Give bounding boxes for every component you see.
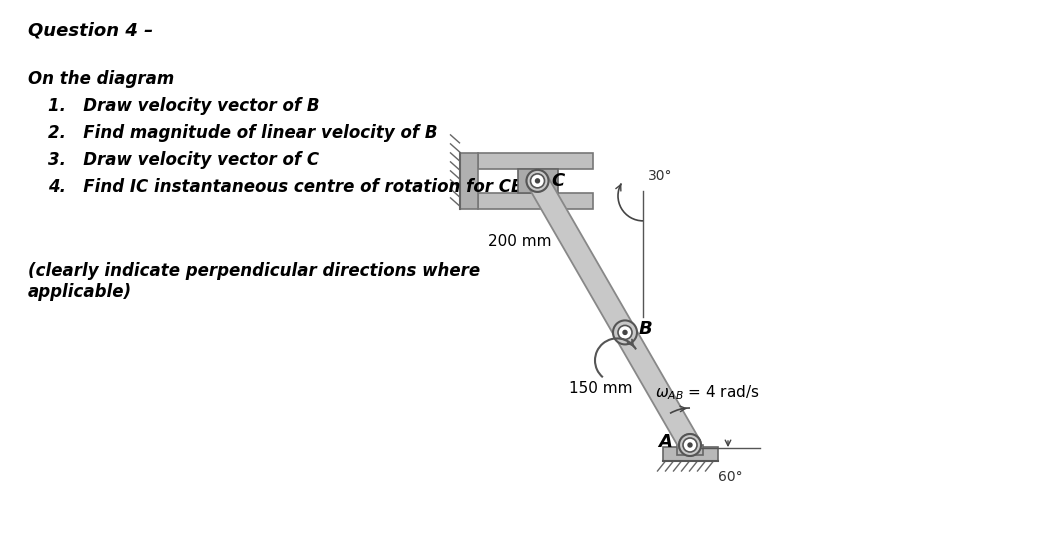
Text: 1.   Draw velocity vector of B: 1. Draw velocity vector of B xyxy=(48,97,319,115)
Circle shape xyxy=(526,170,548,192)
Circle shape xyxy=(614,321,636,343)
Circle shape xyxy=(688,443,692,447)
Circle shape xyxy=(682,438,697,452)
Polygon shape xyxy=(615,327,699,450)
Text: 30°: 30° xyxy=(648,169,672,183)
Text: 4.   Find IC instantaneous centre of rotation for CB: 4. Find IC instantaneous centre of rotat… xyxy=(48,178,524,196)
Text: 200 mm: 200 mm xyxy=(488,234,551,249)
Circle shape xyxy=(613,320,637,345)
Text: On the diagram: On the diagram xyxy=(28,70,174,88)
Text: A: A xyxy=(658,433,672,451)
Text: 60°: 60° xyxy=(718,470,742,484)
Circle shape xyxy=(530,174,545,188)
Text: C: C xyxy=(551,172,565,190)
Bar xyxy=(518,169,558,193)
Text: 150 mm: 150 mm xyxy=(569,381,632,396)
Circle shape xyxy=(623,330,627,334)
Text: 2.   Find magnitude of linear velocity of B: 2. Find magnitude of linear velocity of … xyxy=(48,124,438,142)
Text: 3.   Draw velocity vector of C: 3. Draw velocity vector of C xyxy=(48,151,319,169)
Bar xyxy=(663,447,717,461)
Circle shape xyxy=(679,434,701,456)
Text: (clearly indicate perpendicular directions where
applicable): (clearly indicate perpendicular directio… xyxy=(28,262,480,301)
Circle shape xyxy=(526,170,548,192)
Circle shape xyxy=(614,321,636,343)
Bar xyxy=(478,193,592,209)
Bar xyxy=(478,153,592,169)
Circle shape xyxy=(618,326,632,340)
Text: Question 4 –: Question 4 – xyxy=(28,22,153,40)
Circle shape xyxy=(536,179,540,183)
Text: $\omega_{AB}$ = 4 rad/s: $\omega_{AB}$ = 4 rad/s xyxy=(655,383,759,402)
Bar xyxy=(460,153,478,209)
Bar xyxy=(677,445,704,455)
Polygon shape xyxy=(528,176,634,338)
Text: B: B xyxy=(639,320,653,339)
Circle shape xyxy=(679,434,701,456)
